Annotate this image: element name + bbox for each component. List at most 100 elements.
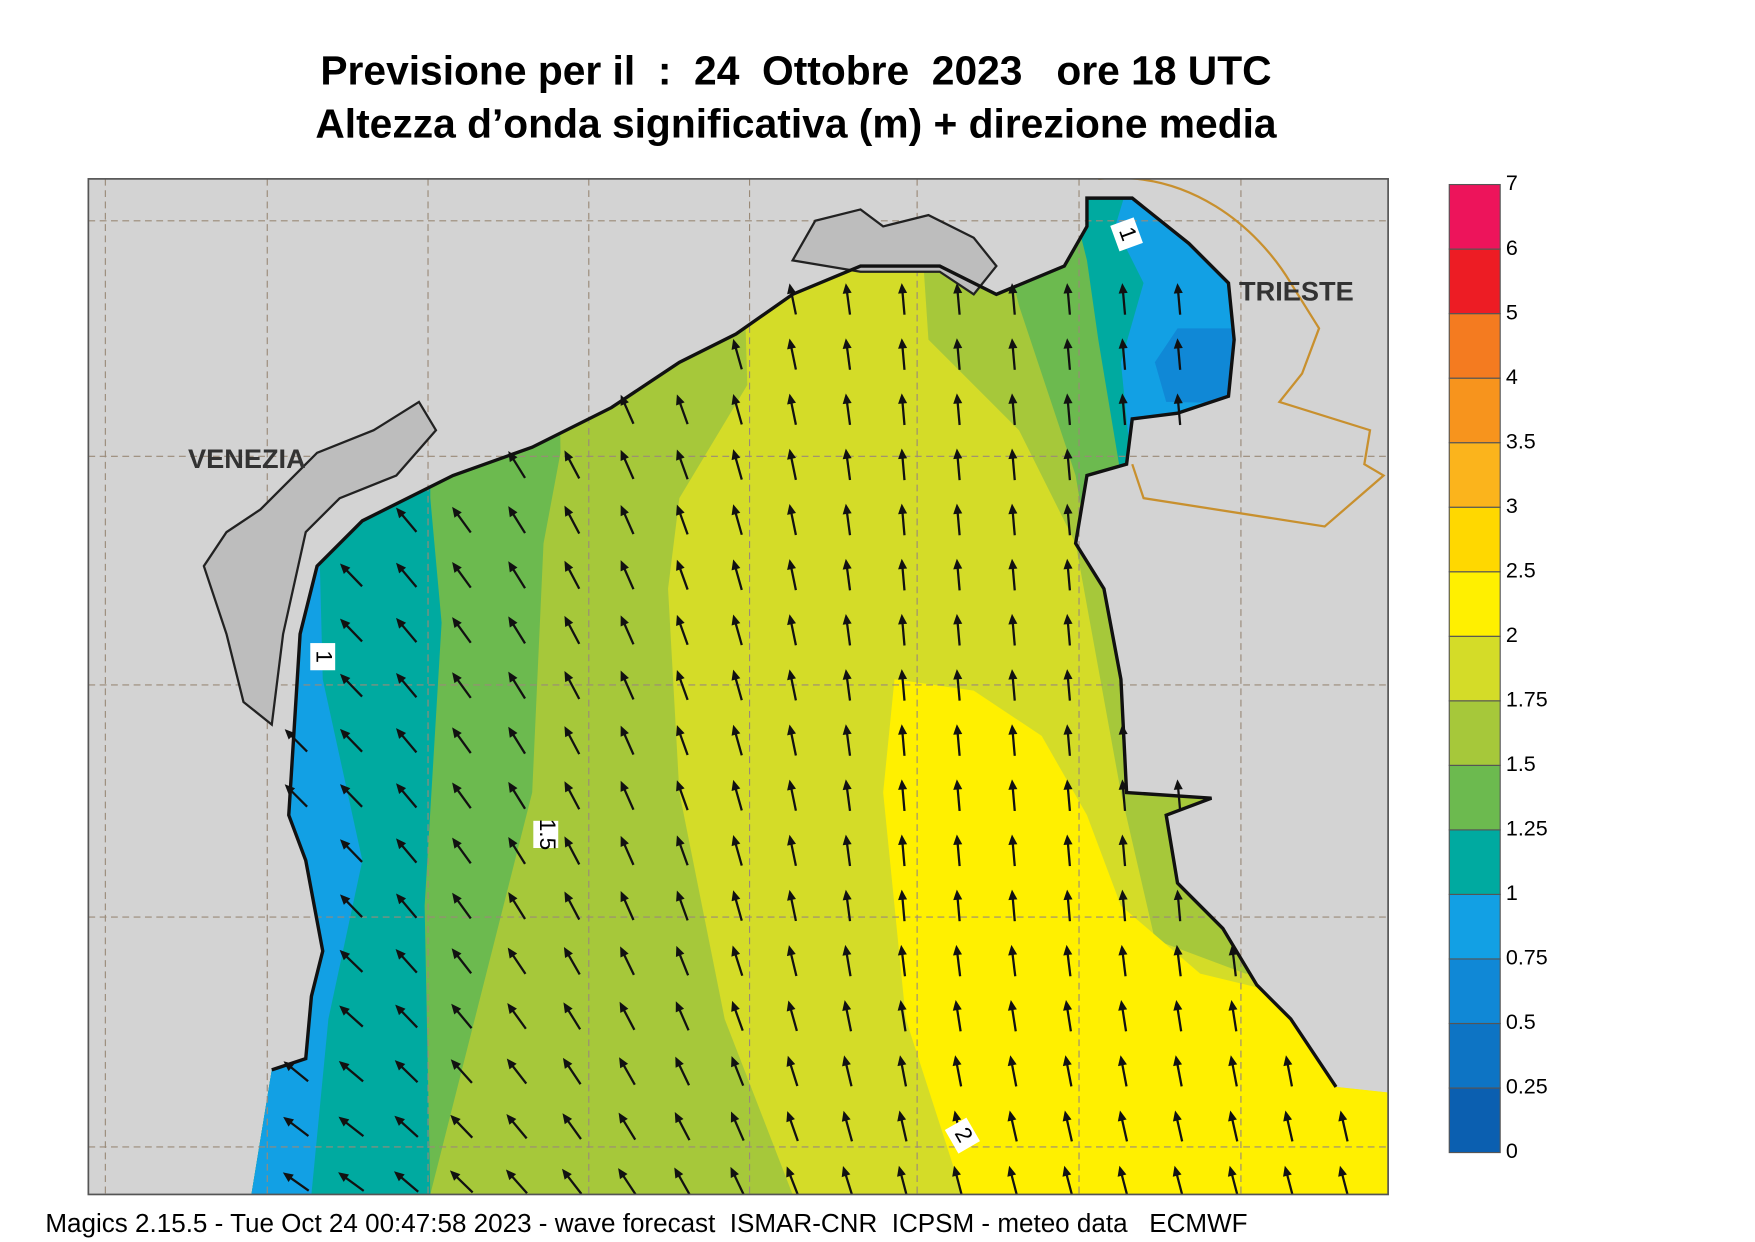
- arrow: [898, 338, 908, 370]
- arrow-head: [731, 393, 741, 405]
- arrow: [731, 1000, 744, 1032]
- arrow: [731, 835, 743, 866]
- arrow-head: [619, 1057, 629, 1069]
- arrow-head: [786, 945, 796, 957]
- arrow: [952, 1000, 962, 1032]
- arrow: [1173, 338, 1183, 370]
- arrow-head: [674, 1167, 684, 1179]
- arrow-head: [1338, 1110, 1348, 1122]
- arrow-head: [1063, 834, 1073, 846]
- arrow: [620, 449, 635, 480]
- colorbar-swatch: [1448, 635, 1501, 702]
- arrow: [508, 892, 526, 920]
- arrow: [787, 448, 798, 481]
- arrow-head: [676, 559, 685, 571]
- arrow-head: [731, 1056, 740, 1068]
- arrow-head: [787, 393, 796, 405]
- arrow: [842, 1055, 853, 1087]
- arrow: [676, 725, 689, 756]
- arrow: [284, 784, 308, 808]
- arrow: [1063, 889, 1073, 922]
- arrow-head: [620, 505, 629, 517]
- arrow-head: [619, 1001, 629, 1013]
- arrow-head: [508, 671, 518, 683]
- arrow-head: [1008, 889, 1018, 901]
- arrow-head: [952, 1165, 961, 1177]
- arrow-head: [731, 559, 741, 571]
- contour-label: 1: [1110, 217, 1143, 252]
- arrow: [1283, 1110, 1294, 1142]
- arrow: [340, 784, 363, 808]
- arrow-head: [676, 890, 685, 902]
- arrow-head: [1228, 1055, 1238, 1067]
- arrow: [1063, 944, 1073, 977]
- arrow-head: [731, 669, 741, 681]
- arrow-head: [620, 835, 629, 848]
- arrow-head: [284, 784, 296, 795]
- colorbar-label: 0.5: [1506, 1010, 1536, 1034]
- arrow-head: [1283, 1165, 1292, 1177]
- arrow-head: [676, 835, 685, 847]
- arrow: [953, 448, 963, 481]
- arrow: [563, 1002, 582, 1030]
- arrow-head: [1283, 1110, 1293, 1122]
- arrow-head: [953, 448, 963, 460]
- arrow-head: [897, 944, 907, 956]
- map: 111.52: [88, 178, 1389, 1195]
- arrow: [898, 613, 908, 646]
- arrow-head: [898, 779, 908, 790]
- colorbar-swatch: [1448, 313, 1501, 379]
- arrow-head: [396, 893, 407, 905]
- colorbar-label: 3.5: [1506, 429, 1536, 453]
- arrow: [396, 838, 418, 864]
- arrow-head: [731, 614, 741, 626]
- arrow: [842, 283, 852, 315]
- colorbar-label: 5: [1506, 300, 1518, 324]
- arrow: [1008, 779, 1018, 812]
- arrow-head: [1063, 1000, 1073, 1011]
- arrow: [842, 779, 852, 812]
- arrow-head: [1118, 1000, 1128, 1011]
- arrow: [841, 1110, 854, 1142]
- arrow-head: [564, 726, 574, 738]
- arrow: [731, 945, 744, 977]
- arrow: [508, 561, 526, 589]
- arrow: [897, 1110, 908, 1142]
- arrow: [452, 892, 472, 920]
- contour-label-text: 1.5: [535, 819, 560, 850]
- arrow-head: [786, 1166, 795, 1178]
- arrow-head: [284, 729, 296, 740]
- arrow: [340, 894, 363, 918]
- arrow: [452, 727, 472, 754]
- arrow: [842, 669, 852, 701]
- arrow: [898, 558, 908, 591]
- arrow-head: [452, 506, 462, 518]
- arrow: [508, 451, 526, 479]
- arrow-head: [787, 448, 796, 460]
- arrow-head: [953, 779, 963, 790]
- contour-label-bg: [944, 1117, 980, 1154]
- arrow-head: [395, 1004, 406, 1016]
- arrow: [1173, 1055, 1183, 1087]
- colorbar-swatch: [1448, 1087, 1501, 1154]
- arrow: [1063, 558, 1073, 591]
- arrow-head: [339, 949, 351, 961]
- arrow-head: [787, 283, 796, 295]
- arrow-head: [953, 283, 963, 294]
- arrow-head: [1007, 1165, 1017, 1177]
- arrow-head: [787, 614, 796, 626]
- arrow-head: [1062, 1165, 1072, 1177]
- arrow-head: [953, 669, 963, 680]
- arrow-head: [396, 617, 407, 629]
- arrow-head: [564, 781, 574, 793]
- arrow-head: [1007, 1000, 1017, 1011]
- arrow: [506, 1058, 528, 1085]
- arrow: [449, 1170, 474, 1194]
- arrow: [731, 338, 743, 370]
- arrow: [339, 949, 364, 973]
- arrow: [618, 1168, 637, 1195]
- coastline: [271, 196, 1338, 1088]
- arrow-head: [620, 560, 629, 572]
- arrow-head: [451, 948, 462, 960]
- arrow: [786, 1166, 800, 1195]
